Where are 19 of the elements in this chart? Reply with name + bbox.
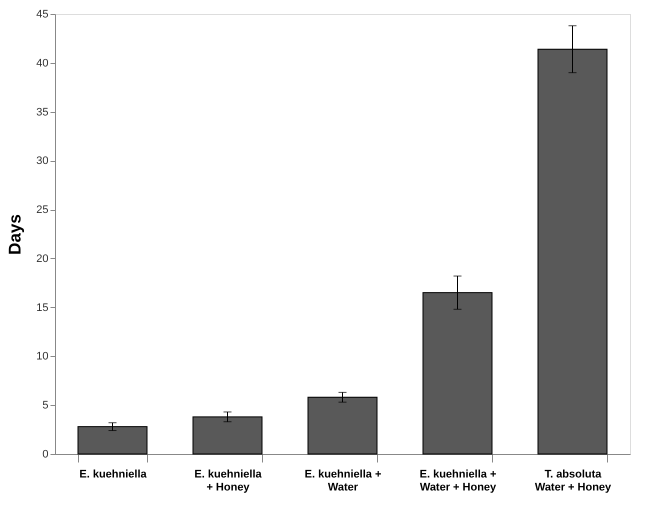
y-tick-label: 25: [36, 204, 48, 216]
x-tick-label: E. kuehniella + Water + Honey: [420, 468, 498, 494]
y-tick-label: 10: [36, 350, 48, 363]
x-tick-label: E. kuehniella + Honey: [194, 468, 263, 494]
x-tick-label: E. kuehniella + Water: [304, 468, 382, 494]
y-tick-label: 5: [42, 400, 48, 412]
y-tick-label: 35: [36, 106, 48, 118]
y-tick-label: 40: [36, 57, 48, 70]
y-tick-label: 45: [36, 8, 48, 20]
x-tick-label: E. kuehniella: [79, 468, 148, 480]
y-axis-title: Days: [5, 214, 24, 255]
y-tick-label: 15: [36, 302, 48, 314]
y-tick-label: 0: [42, 448, 48, 460]
y-tick-label: 20: [36, 252, 48, 265]
y-tick-label: 30: [36, 155, 48, 168]
x-tick-label: T. absoluta Water + Honey: [534, 468, 612, 494]
bar: [78, 426, 148, 454]
bar: [192, 416, 262, 454]
bar: [308, 396, 378, 454]
